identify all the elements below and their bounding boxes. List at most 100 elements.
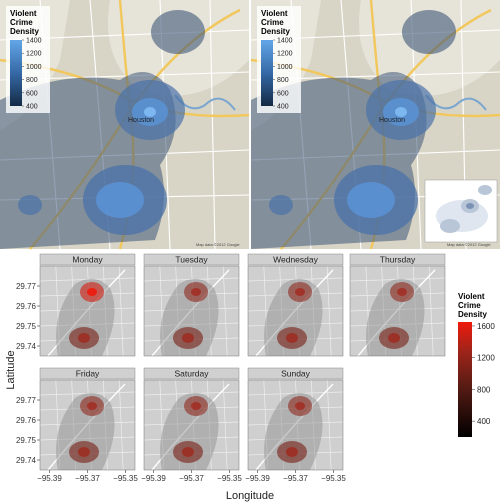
facet-border — [39, 265, 136, 357]
map-panel-2: Houston Violent Crime Density 400 600 800 1… — [250, 0, 500, 250]
legend-tick-label: 800 — [26, 77, 38, 84]
x-tick-label: −95.39 — [245, 474, 270, 483]
legend-panel-1: Violent Crime Density 400 600 800 1000 1200 1… — [6, 6, 50, 113]
facet-highway — [255, 383, 334, 471]
legend-title-line: Crime — [10, 18, 33, 27]
x-tick-label: −95.35 — [113, 474, 138, 483]
facet-strip — [39, 367, 136, 380]
facet-density — [56, 278, 115, 356]
y-tick-label: 29.75 — [16, 322, 37, 331]
legend-tick-label: 1000 — [277, 64, 293, 71]
facet-highway — [47, 383, 126, 471]
legend-tick-label: 1000 — [26, 64, 42, 71]
facet-label: Monday — [72, 255, 103, 265]
city-label: Houston — [128, 117, 154, 124]
x-axis-title: Longitude — [226, 490, 274, 502]
legend-tick-label: 1400 — [26, 38, 42, 45]
y-tick-label: 29.77 — [16, 396, 37, 405]
legend-color-bar — [10, 40, 22, 106]
facet-panel-thursday: Thursday — [349, 253, 446, 357]
legend-color-bar — [458, 322, 472, 437]
legend-title-line: Violent — [10, 9, 37, 18]
facet-strip — [39, 253, 136, 266]
facet-panel-sunday: Sunday −95.39 −95.37 −95.35 — [245, 367, 346, 483]
legend-title-line: Violent — [261, 9, 288, 18]
x-tick-label: −95.37 — [179, 474, 204, 483]
contour-inset — [424, 179, 498, 243]
facet-strip — [247, 367, 344, 380]
y-axis-title: Latitude — [5, 350, 17, 389]
facet-density — [160, 392, 219, 470]
map-panel-1: Houston Violent Crime Density 400 600 800 1… — [0, 0, 250, 250]
facet-border — [349, 265, 446, 357]
legend-tick-label: 800 — [277, 77, 289, 84]
y-tick-label: 29.76 — [16, 302, 37, 311]
facet-label: Friday — [76, 369, 100, 379]
legend-tick-label: 600 — [26, 90, 38, 97]
faceted-chart: Monday 29.77 29.76 29.75 29.74 Tuesday Wednesd… — [5, 253, 495, 502]
map-attribution: Map data ©2012 Google — [196, 242, 240, 247]
facet-density — [366, 278, 425, 356]
facet-panel-tuesday: Tuesday — [143, 253, 240, 357]
density-overlay — [0, 10, 205, 249]
legend-tick-label: 1200 — [277, 51, 293, 58]
legend-tick-label: 800 — [477, 385, 491, 394]
y-tick-label: 29.74 — [16, 456, 37, 465]
city-label: Houston — [379, 117, 405, 124]
facet-label: Tuesday — [175, 255, 208, 265]
y-tick-label: 29.74 — [16, 342, 37, 351]
facet-label: Wednesday — [273, 255, 318, 265]
facet-panel-monday: Monday 29.77 29.76 29.75 29.74 — [16, 253, 136, 357]
legend-title-line: Density — [261, 27, 290, 36]
x-tick-label: −95.37 — [75, 474, 100, 483]
facet-label: Thursday — [380, 255, 416, 265]
facet-strip — [143, 367, 240, 380]
legend-title-line: Density — [458, 310, 487, 319]
facet-panel-saturday: Saturday −95.39 −95.37 −95.35 — [141, 367, 242, 483]
x-tick-label: −95.39 — [37, 474, 62, 483]
legend-tick-label: 400 — [477, 417, 491, 426]
legend-title-line: Density — [10, 27, 39, 36]
legend-tick-label: 600 — [277, 90, 289, 97]
facet-highway — [47, 269, 126, 357]
legend-tick-label: 1200 — [477, 354, 495, 363]
top-maps: Houston Violent Crime Density 400 600 800 1… — [0, 0, 500, 250]
facet-highway — [357, 269, 436, 357]
legend-tick-label: 400 — [277, 104, 289, 111]
facet-label: Saturday — [174, 369, 209, 379]
legend-title-line: Crime — [261, 18, 284, 27]
facet-density — [264, 278, 323, 356]
facet-strip — [349, 253, 446, 266]
facet-highway — [255, 269, 334, 357]
legend-tick-label: 1600 — [477, 322, 495, 331]
map-attribution: Map data ©2012 Google — [447, 242, 491, 247]
facet-density — [160, 278, 219, 356]
legend-color-bar — [261, 40, 273, 106]
facet-border — [247, 265, 344, 357]
x-tick-label: −95.37 — [283, 474, 308, 483]
facet-panel-friday: Friday 29.77 29.76 29.75 29.74−95.39 −95.37 −9… — [16, 367, 138, 483]
y-tick-label: 29.76 — [16, 416, 37, 425]
density-overlay — [251, 10, 456, 249]
facet-panel-wednesday: Wednesday — [247, 253, 344, 357]
legend-tick-label: 400 — [26, 104, 38, 111]
facet-highway — [151, 383, 230, 471]
legend-tick-label: 1200 — [26, 51, 42, 58]
facet-border — [143, 265, 240, 357]
x-tick-label: −95.39 — [141, 474, 166, 483]
legend-panel-2: Violent Crime Density 400 600 800 1000 1200 1… — [257, 6, 301, 113]
y-tick-label: 29.75 — [16, 436, 37, 445]
facet-strip — [143, 253, 240, 266]
facet-strip — [247, 253, 344, 266]
facet-label: Sunday — [281, 369, 311, 379]
facet-roads — [247, 265, 344, 357]
facet-density — [56, 392, 115, 470]
legend-title-line: Crime — [458, 301, 481, 310]
facet-density — [264, 392, 323, 470]
legend-bottom: Violent Crime Density 400 800 1200 1600 — [458, 292, 495, 437]
x-tick-label: −95.35 — [217, 474, 242, 483]
y-tick-label: 29.77 — [16, 282, 37, 291]
legend-tick-label: 1400 — [277, 38, 293, 45]
legend-title-line: Violent — [458, 292, 485, 301]
x-tick-label: −95.35 — [321, 474, 346, 483]
